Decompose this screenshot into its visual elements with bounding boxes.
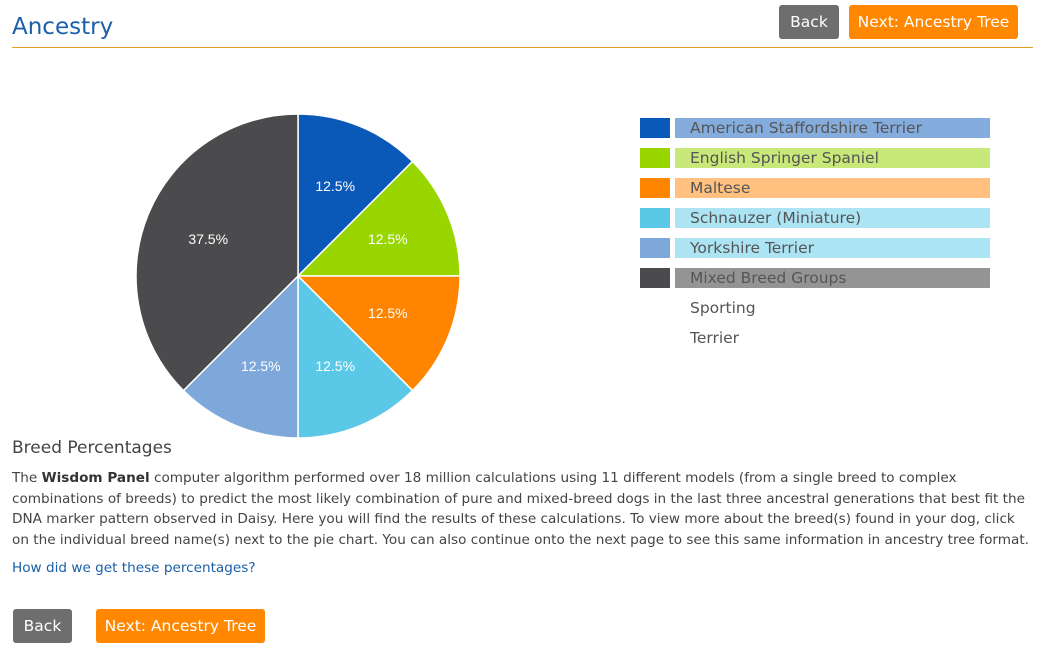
legend-label[interactable]: English Springer Spaniel: [675, 148, 990, 168]
desc-prefix: The: [12, 470, 42, 486]
legend-item-1[interactable]: English Springer Spaniel: [640, 148, 992, 168]
legend-item-5[interactable]: Mixed Breed Groups: [640, 268, 992, 288]
pie-slice-3[interactable]: [297, 274, 414, 439]
back-button-bottom[interactable]: Back: [13, 609, 72, 643]
legend-item-2[interactable]: Maltese: [640, 178, 992, 198]
pie-label-0: 12.5%: [315, 178, 355, 194]
pie-label-4: 12.5%: [241, 358, 281, 374]
pie-label-3: 12.5%: [315, 358, 355, 374]
legend-subgroup-label: Sporting: [690, 299, 756, 317]
wisdom-panel-brand: Wisdom Panel: [41, 470, 150, 486]
page-title: Ancestry: [12, 14, 114, 40]
legend-item-4[interactable]: Yorkshire Terrier: [640, 238, 992, 258]
legend-subgroup-0: Sporting: [640, 298, 992, 318]
pie-label-2: 12.5%: [368, 305, 408, 321]
pie-slice-5[interactable]: [135, 113, 299, 392]
legend-swatch: [640, 118, 670, 138]
back-button-top[interactable]: Back: [779, 5, 839, 39]
legend-label[interactable]: Mixed Breed Groups: [675, 268, 990, 288]
page-header: Ancestry: [12, 0, 1033, 48]
pie-label-5: 37.5%: [188, 231, 228, 247]
legend-item-0[interactable]: American Staffordshire Terrier: [640, 118, 992, 138]
breed-percentages-heading: Breed Percentages: [12, 438, 172, 458]
breed-description: The Wisdom Panel computer algorithm perf…: [12, 468, 1036, 550]
legend-item-3[interactable]: Schnauzer (Miniature): [640, 208, 992, 228]
legend-label[interactable]: Yorkshire Terrier: [675, 238, 990, 258]
legend-subgroup-label: Terrier: [690, 329, 740, 347]
pie-label-1: 12.5%: [368, 231, 408, 247]
legend-label[interactable]: Maltese: [675, 178, 990, 198]
pie-slice-1[interactable]: [296, 160, 461, 277]
legend-label[interactable]: American Staffordshire Terrier: [675, 118, 990, 138]
legend-swatch: [640, 208, 670, 228]
legend-swatch: [640, 178, 670, 198]
pie-slice-0[interactable]: [297, 113, 414, 278]
legend-label[interactable]: Schnauzer (Miniature): [675, 208, 990, 228]
breed-legend: American Staffordshire Terrier English Sp…: [640, 118, 992, 358]
legend-swatch: [640, 148, 670, 168]
pie-slice-2[interactable]: [296, 275, 461, 392]
legend-swatch: [640, 238, 670, 258]
legend-subgroup-1: Terrier: [640, 328, 992, 348]
next-ancestry-tree-button-bottom[interactable]: Next: Ancestry Tree: [96, 609, 265, 643]
breed-pie-chart: 12.5% 12.5% 12.5% 12.5% 12.5% 37.5%: [135, 113, 461, 439]
legend-swatch: [640, 268, 670, 288]
next-ancestry-tree-button-top[interactable]: Next: Ancestry Tree: [849, 5, 1018, 39]
percentages-help-link[interactable]: How did we get these percentages?: [12, 560, 256, 576]
desc-body: computer algorithm performed over 18 mil…: [12, 470, 1029, 548]
pie-slice-4[interactable]: [182, 274, 299, 439]
